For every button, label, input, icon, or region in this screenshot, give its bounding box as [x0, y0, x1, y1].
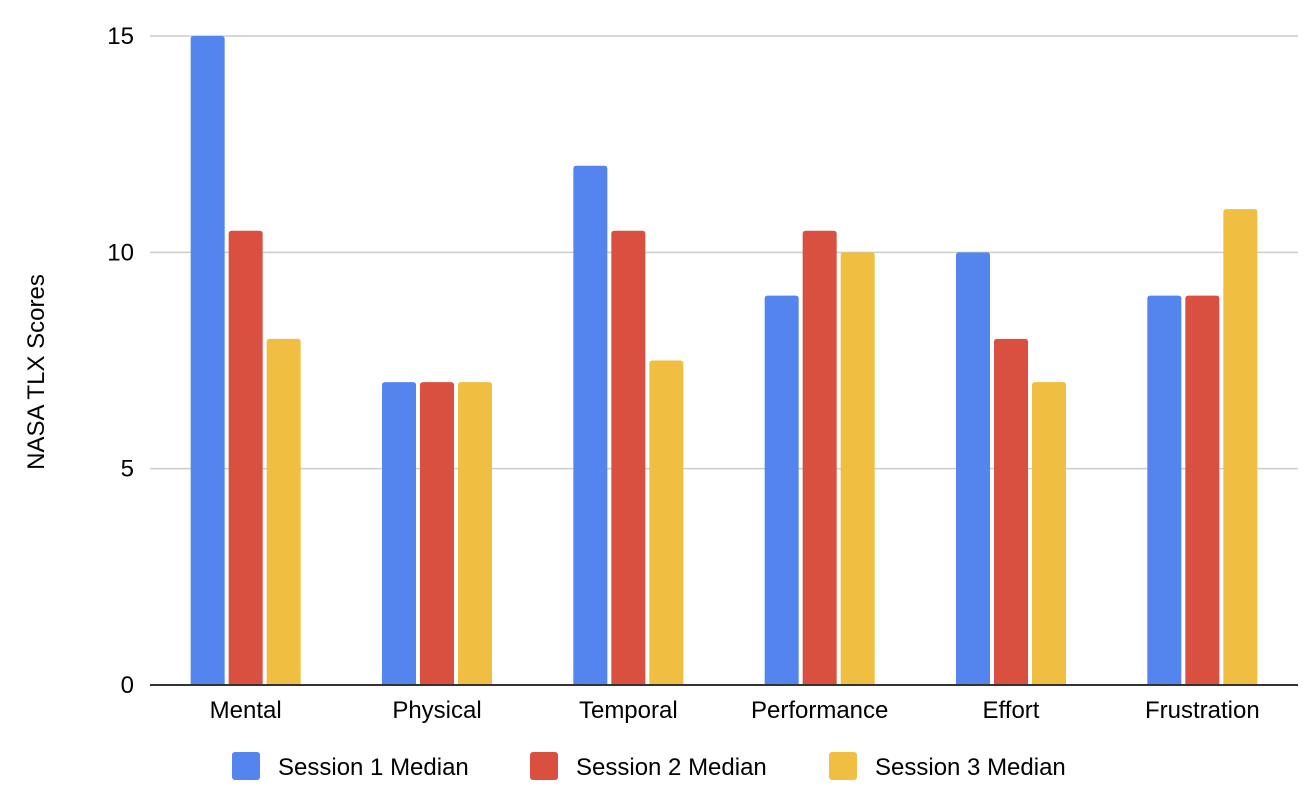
bar-session-3-median-mental — [266, 338, 301, 685]
y-tick-label: 5 — [121, 456, 134, 483]
bar-session-3-median-frustration — [1223, 209, 1258, 686]
legend-swatch-session-2-median — [530, 752, 558, 780]
bar-session-1-median-temporal — [573, 165, 608, 686]
x-category-label-performance: Performance — [751, 697, 888, 724]
legend-swatch-session-3-median — [829, 752, 857, 780]
x-category-labels: Mental Physical Temporal Performance Effort F… — [210, 697, 1260, 724]
bar-session-2-median-frustration — [1185, 295, 1220, 685]
bar-session-1-median-effort — [956, 252, 990, 686]
bar-session-2-median-performance — [802, 230, 837, 685]
x-category-label-mental: Mental — [210, 697, 282, 724]
y-tick-labels: 0 5 10 15 — [107, 23, 134, 699]
x-category-label-frustration: Frustration — [1145, 697, 1260, 724]
bar-session-2-median-physical — [420, 382, 454, 685]
bar-session-2-median-effort — [994, 338, 1028, 685]
x-category-label-effort: Effort — [983, 697, 1040, 724]
y-tick-label: 10 — [107, 239, 134, 266]
y-tick-label: 15 — [107, 23, 134, 50]
bars — [190, 36, 1258, 686]
x-category-label-physical: Physical — [392, 697, 481, 724]
bar-session-2-median-mental — [228, 230, 263, 685]
legend-label-session-1-median: Session 1 Median — [278, 754, 469, 781]
bar-session-3-median-effort — [1032, 382, 1066, 685]
y-axis-title: NASA TLX Scores — [23, 274, 50, 470]
legend: Session 1 Median Session 2 Median Session … — [232, 752, 1066, 781]
bar-session-2-median-temporal — [611, 230, 646, 685]
bar-session-1-median-mental — [190, 36, 225, 685]
y-tick-label: 0 — [121, 672, 134, 699]
bar-session-3-median-temporal — [649, 360, 684, 685]
legend-label-session-3-median: Session 3 Median — [875, 754, 1066, 781]
bar-session-1-median-performance — [764, 295, 799, 685]
legend-swatch-session-1-median — [232, 752, 260, 780]
bar-session-1-median-physical — [382, 382, 416, 685]
legend-label-session-2-median: Session 2 Median — [576, 754, 767, 781]
bar-session-3-median-physical — [458, 382, 492, 685]
bar-session-3-median-performance — [840, 252, 875, 686]
gridlines — [150, 35, 1298, 470]
x-category-label-temporal: Temporal — [579, 697, 678, 724]
bar-session-1-median-frustration — [1147, 295, 1182, 685]
